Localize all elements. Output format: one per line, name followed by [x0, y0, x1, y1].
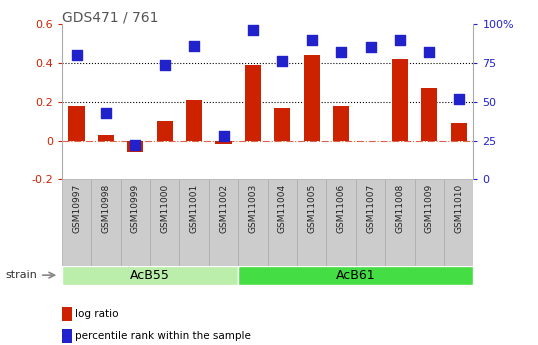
Point	[131, 142, 140, 148]
Point	[190, 43, 199, 49]
Bar	[245, 65, 261, 141]
Bar	[392, 59, 408, 141]
Bar	[274, 108, 291, 141]
Point	[278, 59, 287, 64]
Text: GSM11009: GSM11009	[425, 184, 434, 233]
Point	[307, 37, 316, 42]
Text: GSM11007: GSM11007	[366, 184, 375, 233]
FancyBboxPatch shape	[327, 179, 356, 266]
Text: GSM11001: GSM11001	[190, 184, 199, 233]
Bar	[303, 55, 320, 141]
Point	[102, 110, 110, 115]
Point	[337, 49, 345, 55]
FancyBboxPatch shape	[385, 179, 415, 266]
Text: GSM11005: GSM11005	[307, 184, 316, 233]
Text: GSM10997: GSM10997	[72, 184, 81, 233]
FancyBboxPatch shape	[91, 179, 121, 266]
Bar	[68, 106, 84, 141]
Text: GDS471 / 761: GDS471 / 761	[62, 10, 158, 24]
Bar	[186, 100, 202, 141]
FancyBboxPatch shape	[238, 266, 473, 285]
Text: GSM11008: GSM11008	[395, 184, 405, 233]
FancyBboxPatch shape	[267, 179, 297, 266]
FancyBboxPatch shape	[62, 266, 238, 285]
Point	[220, 133, 228, 139]
Point	[395, 37, 404, 42]
Bar	[451, 123, 467, 141]
FancyBboxPatch shape	[180, 179, 209, 266]
Text: GSM11004: GSM11004	[278, 184, 287, 233]
Text: GSM11006: GSM11006	[337, 184, 345, 233]
Point	[160, 62, 169, 67]
Text: GSM10998: GSM10998	[102, 184, 110, 233]
Bar	[98, 135, 114, 141]
Bar	[216, 141, 232, 145]
FancyBboxPatch shape	[62, 179, 91, 266]
Point	[425, 49, 434, 55]
Text: percentile rank within the sample: percentile rank within the sample	[75, 332, 251, 341]
Point	[72, 52, 81, 58]
Text: AcB61: AcB61	[336, 269, 376, 282]
Text: GSM10999: GSM10999	[131, 184, 140, 233]
FancyBboxPatch shape	[444, 179, 473, 266]
Point	[249, 28, 257, 33]
FancyBboxPatch shape	[150, 179, 180, 266]
FancyBboxPatch shape	[238, 179, 267, 266]
FancyBboxPatch shape	[356, 179, 385, 266]
Text: strain: strain	[5, 270, 37, 280]
Bar	[157, 121, 173, 141]
Bar	[333, 106, 349, 141]
Bar	[421, 88, 437, 141]
Point	[455, 96, 463, 101]
FancyBboxPatch shape	[121, 179, 150, 266]
Text: GSM11003: GSM11003	[249, 184, 258, 233]
Text: GSM11002: GSM11002	[219, 184, 228, 233]
Bar	[128, 141, 144, 152]
Text: GSM11010: GSM11010	[454, 184, 463, 233]
Text: AcB55: AcB55	[130, 269, 170, 282]
FancyBboxPatch shape	[209, 179, 238, 266]
Text: GSM11000: GSM11000	[160, 184, 169, 233]
Text: log ratio: log ratio	[75, 309, 119, 319]
FancyBboxPatch shape	[415, 179, 444, 266]
FancyBboxPatch shape	[297, 179, 327, 266]
Point	[366, 45, 375, 50]
